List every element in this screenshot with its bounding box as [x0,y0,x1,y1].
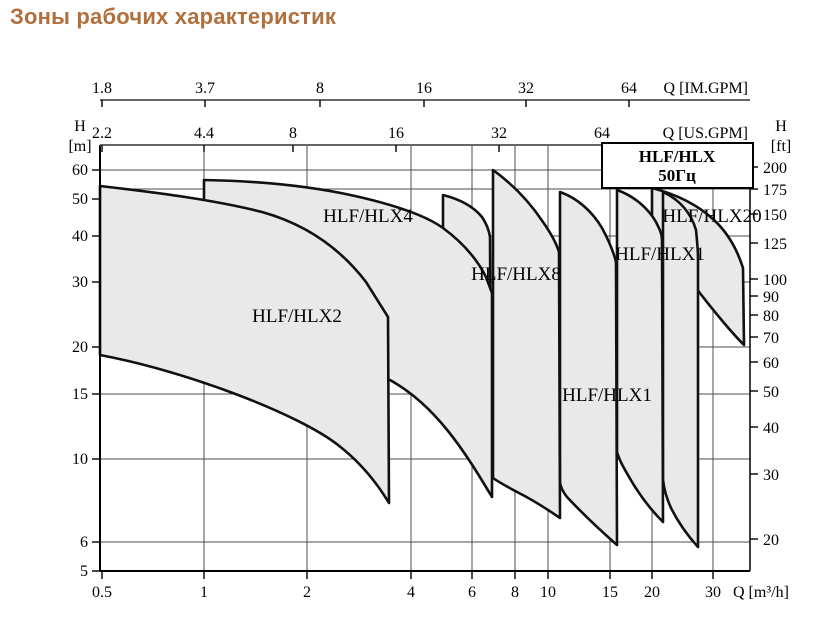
zone-label-hlx4: HLF/HLX4 [323,206,413,227]
zone-hlx1-upper [615,188,665,524]
tick-label: 10 [72,451,88,468]
zone-label-hlx1-upper: HLF/HLX1 [615,244,705,265]
zone-hlx8 [491,168,562,520]
tick-label: 1.8 [92,80,112,97]
legend-box-frame [601,142,754,189]
tick-label: 16 [388,125,404,142]
tick-label: 200 [763,160,787,177]
tick-label: 2 [303,584,311,601]
tick-label: 15 [602,584,618,601]
tick-label: 80 [763,308,779,325]
tick-label: 2.2 [92,125,112,142]
tick-label: 150 [763,207,787,224]
tick-label: 4.4 [194,125,214,142]
tick-marks [92,100,758,579]
zone-unlabeled-b [661,190,700,549]
tick-label: 32 [491,125,507,142]
zones [98,168,746,549]
tick-label: 20 [72,339,88,356]
zone-labels: HLF/HLX2 HLF/HLX4 HLF/HLX8 HLF/HLX1 HLF/… [252,206,761,406]
tick-label: 90 [763,289,779,306]
tick-label: 64 [621,80,637,97]
tick-label: 175 [763,182,787,199]
head-left-axis-label-m: [m] [68,138,91,155]
tick-label: 3.7 [195,80,215,97]
zone-label-hlx2: HLF/HLX2 [252,306,342,327]
zone-label-hlx20: HLF/HLX20 [662,206,761,227]
tick-label: 16 [416,80,432,97]
page-title: Зоны рабочих характеристик [10,4,337,29]
tick-label: 30 [72,274,88,291]
tick-label: 6 [80,534,88,551]
tick-label: 5 [80,563,88,580]
axis-unit-labels: Q [IM.GPM] Q [US.GPM] Q [m³/h] H [m] H [… [68,80,791,601]
tick-label: 50 [72,191,88,208]
tick-labels: 6050403020151065200175150125100908070605… [72,80,787,601]
m3h-axis-label: Q [m³/h] [733,584,789,601]
zone-label-hlx1-lower: HLF/HLX1 [562,385,652,406]
tick-label: 40 [72,228,88,245]
tick-label: 50 [763,384,779,401]
tick-label: 60 [763,355,779,372]
tick-label: 64 [594,125,610,142]
tick-label: 0.5 [92,584,112,601]
head-right-axis-label-h: H [775,118,787,135]
tick-label: 40 [763,420,779,437]
tick-label: 1 [200,584,208,601]
tick-label: 100 [763,272,787,289]
zone-label-hlx8: HLF/HLX8 [471,264,561,285]
us-gpm-axis-label: Q [US.GPM] [663,125,748,142]
tick-label: 60 [72,162,88,179]
tick-label: 6 [468,584,476,601]
tick-label: 20 [644,584,660,601]
tick-label: 4 [407,584,415,601]
tick-label: 8 [511,584,519,601]
tick-label: 30 [763,467,779,484]
tick-label: 8 [289,125,297,142]
head-left-axis-label-h: H [74,118,86,135]
zone-hlx2 [98,184,391,505]
tick-label: 15 [72,386,88,403]
imperial-gpm-axis-label: Q [IM.GPM] [664,80,748,97]
tick-label: 30 [705,584,721,601]
tick-label: 32 [518,80,534,97]
tick-label: 70 [763,330,779,347]
tick-label: 125 [763,236,787,253]
head-right-axis-label-ft: [ft] [771,138,791,155]
tick-label: 10 [540,584,556,601]
tick-label: 20 [763,532,779,549]
legend-box-series-name: HLF/HLX [639,147,716,166]
legend-box-frequency: 50Гц [658,166,696,185]
zone-hlx1-lower [558,190,619,547]
series-legend-box: HLF/HLX 50Гц [601,142,754,189]
tick-label: 8 [316,80,324,97]
axes [99,99,751,572]
